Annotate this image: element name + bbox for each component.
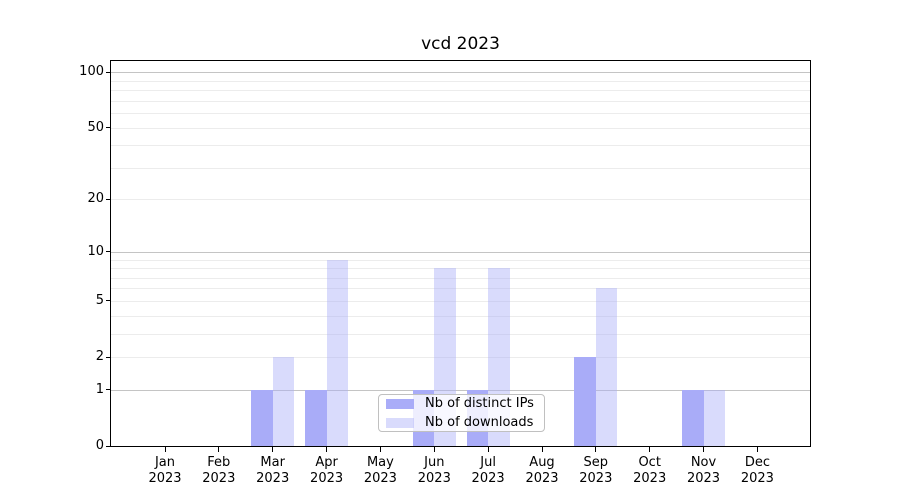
- x-tick-label: Aug 2023: [525, 455, 559, 486]
- y-tick: [106, 356, 110, 358]
- x-tick: [326, 447, 328, 452]
- x-tick: [433, 447, 435, 452]
- minor-gridline: [111, 145, 810, 147]
- x-tick-label: Oct 2023: [633, 455, 667, 486]
- plot-area: Nb of distinct IPs Nb of downloads: [110, 60, 811, 447]
- x-tick: [756, 447, 758, 452]
- y-tick-label: 2: [95, 349, 104, 364]
- y-tick: [106, 71, 110, 73]
- bar-downloads-nov: [703, 389, 725, 446]
- x-tick: [164, 447, 166, 452]
- x-tick: [272, 447, 274, 452]
- major-gridline: [111, 251, 810, 253]
- x-tick-label: Mar 2023: [256, 455, 290, 486]
- minor-gridline: [111, 315, 810, 317]
- minor-gridline: [111, 300, 810, 302]
- minor-gridline: [111, 100, 810, 102]
- minor-gridline: [111, 277, 810, 279]
- legend: Nb of distinct IPs Nb of downloads: [378, 394, 545, 432]
- minor-gridline: [111, 80, 810, 82]
- x-tick-label: Jul 2023: [471, 455, 505, 486]
- major-gridline: [111, 389, 810, 391]
- x-tick-label: Jan 2023: [148, 455, 182, 486]
- x-tick: [541, 447, 543, 452]
- y-tick: [106, 445, 110, 447]
- x-tick-label: Feb 2023: [202, 455, 236, 486]
- bar-downloads-mar: [272, 357, 295, 446]
- y-tick: [106, 389, 110, 391]
- y-tick: [106, 251, 110, 253]
- minor-gridline: [111, 113, 810, 115]
- legend-swatch-distinct-ips: [386, 398, 414, 409]
- x-tick-label: Apr 2023: [310, 455, 344, 486]
- bar-distinct-ips-nov: [682, 389, 704, 446]
- legend-item-downloads: Nb of downloads: [379, 414, 544, 431]
- x-tick-label: Jun 2023: [417, 455, 451, 486]
- x-tick-label: May 2023: [363, 455, 397, 486]
- y-tick-label: 10: [87, 243, 104, 259]
- minor-gridline: [111, 90, 810, 92]
- x-tick: [649, 447, 651, 452]
- minor-gridline: [111, 199, 810, 201]
- major-gridline: [111, 72, 810, 74]
- legend-item-distinct-ips: Nb of distinct IPs: [379, 395, 544, 412]
- legend-label-distinct-ips: Nb of distinct IPs: [425, 395, 534, 411]
- bar-downloads-sep: [595, 288, 618, 446]
- y-tick: [106, 198, 110, 200]
- bar-downloads-apr: [326, 259, 349, 446]
- y-tick: [106, 127, 110, 129]
- x-tick-label: Sep 2023: [579, 455, 613, 486]
- x-tick-label: Dec 2023: [740, 455, 774, 486]
- bar-distinct-ips-apr: [305, 389, 327, 446]
- x-tick: [595, 447, 597, 452]
- y-tick-label: 20: [87, 191, 104, 207]
- chart-title: vcd 2023: [421, 34, 500, 54]
- minor-gridline: [111, 357, 810, 358]
- y-tick-label: 0: [95, 438, 104, 453]
- y-tick: [106, 300, 110, 302]
- bar-distinct-ips-sep: [574, 357, 596, 446]
- minor-gridline: [111, 167, 810, 169]
- minor-gridline: [111, 259, 810, 261]
- y-tick-label: 1: [95, 381, 104, 397]
- x-tick: [379, 447, 381, 452]
- x-tick: [218, 447, 220, 452]
- minor-gridline: [111, 268, 810, 269]
- minor-gridline: [111, 127, 810, 129]
- y-tick-label: 50: [87, 119, 104, 135]
- x-tick: [487, 447, 489, 452]
- minor-gridline: [111, 333, 810, 335]
- legend-swatch-downloads: [386, 417, 414, 428]
- x-tick-label: Nov 2023: [686, 455, 721, 486]
- legend-label-downloads: Nb of downloads: [425, 414, 534, 430]
- x-tick: [703, 447, 704, 452]
- minor-gridline: [111, 288, 810, 290]
- y-tick-label: 100: [79, 64, 104, 80]
- bar-distinct-ips-mar: [251, 389, 273, 446]
- y-tick-label: 5: [95, 292, 104, 308]
